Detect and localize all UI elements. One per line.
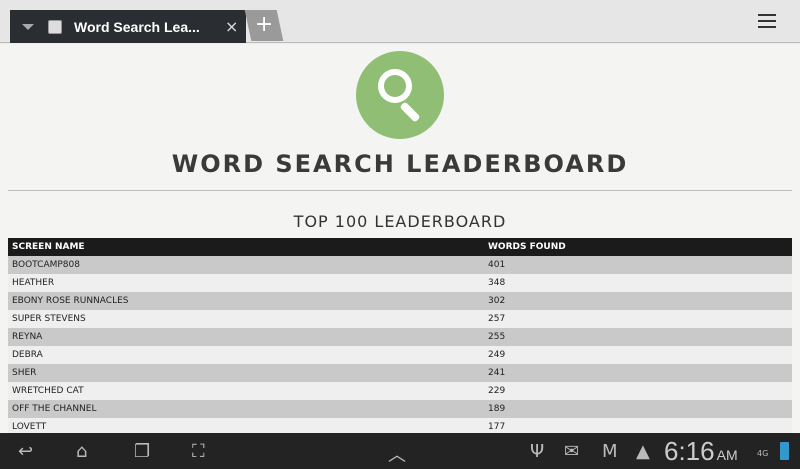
gmail-icon: M — [602, 441, 618, 462]
signal-4g-icon: 4G — [757, 449, 769, 458]
plus-icon: + — [254, 12, 274, 37]
screen-name-cell: LOVETT — [8, 418, 484, 433]
back-icon[interactable]: ↩ — [18, 441, 34, 462]
leaderboard-subtitle: TOP 100 LEADERBOARD — [293, 212, 507, 231]
clock: 6:16 AM — [664, 436, 738, 467]
system-nav-bar: ↩ ⌂ ❐ ⛶ ︿ Ψ ✉ M ▲ 6:16 AM 4G — [0, 433, 800, 469]
screen-name-cell: SUPER STEVENS — [8, 310, 484, 328]
table-row: LOVETT 177 — [8, 418, 792, 433]
divider — [8, 190, 792, 191]
words-found-cell: 249 — [484, 346, 792, 364]
chevron-up-icon[interactable]: ︿ — [388, 445, 406, 466]
table-row: EBONY ROSE RUNNACLES 302 — [8, 292, 792, 310]
screen-name-cell: HEATHER — [8, 274, 484, 292]
screen-name-cell: EBONY ROSE RUNNACLES — [8, 292, 484, 310]
words-found-cell: 177 — [484, 418, 792, 433]
words-found-cell: 401 — [484, 256, 792, 274]
words-found-cell: 302 — [484, 292, 792, 310]
new-tab-button[interactable]: + — [244, 10, 284, 41]
screen-name-cell: WRETCHED CAT — [8, 382, 484, 400]
email-icon: ✉ — [564, 441, 580, 462]
words-found-cell: 348 — [484, 274, 792, 292]
column-words-found: WORDS FOUND — [484, 238, 792, 256]
browser-tab[interactable]: Word Search Lea... × — [10, 10, 246, 43]
recent-apps-icon[interactable]: ❐ — [134, 441, 151, 462]
usb-icon: Ψ — [530, 441, 545, 462]
battery-icon — [780, 442, 789, 460]
screen-name-cell: DEBRA — [8, 346, 484, 364]
table-row: BOOTCAMP808 401 — [8, 256, 792, 274]
web-page: WORD SEARCH LEADERBOARD TOP 100 LEADERBO… — [0, 44, 800, 433]
leaderboard-table: SCREEN NAME WORDS FOUND BOOTCAMP808 401 HE… — [8, 238, 792, 433]
favicon-icon — [48, 19, 62, 34]
page-title: WORD SEARCH LEADERBOARD — [171, 150, 629, 178]
table-row: WRETCHED CAT 229 — [8, 382, 792, 400]
menu-icon[interactable] — [758, 14, 776, 32]
clock-time: 6:16 — [664, 436, 715, 466]
home-icon[interactable]: ⌂ — [76, 441, 88, 462]
tab-dropdown-icon[interactable] — [22, 23, 34, 30]
words-found-cell: 229 — [484, 382, 792, 400]
words-found-cell: 257 — [484, 310, 792, 328]
tab-title: Word Search Lea... — [74, 18, 200, 35]
table-row: SUPER STEVENS 257 — [8, 310, 792, 328]
screen-name-cell: BOOTCAMP808 — [8, 256, 484, 274]
words-found-cell: 189 — [484, 400, 792, 418]
screen-name-cell: OFF THE CHANNEL — [8, 400, 484, 418]
words-found-cell: 255 — [484, 328, 792, 346]
column-screen-name: SCREEN NAME — [8, 238, 484, 256]
tab-bar: Word Search Lea... × + — [0, 0, 800, 43]
screen-name-cell: SHER — [8, 364, 484, 382]
table-row: DEBRA 249 — [8, 346, 792, 364]
close-tab-icon[interactable]: × — [225, 17, 239, 36]
table-row: OFF THE CHANNEL 189 — [8, 400, 792, 418]
clock-ampm: AM — [716, 447, 738, 463]
screen-name-cell: REYNA — [8, 328, 484, 346]
warning-icon: ▲ — [636, 441, 650, 462]
table-row: HEATHER 348 — [8, 274, 792, 292]
screenshot-icon[interactable]: ⛶ — [192, 441, 205, 462]
words-found-cell: 241 — [484, 364, 792, 382]
search-logo-icon — [356, 51, 444, 139]
table-row: SHER 241 — [8, 364, 792, 382]
table-row: REYNA 255 — [8, 328, 792, 346]
table-header: SCREEN NAME WORDS FOUND — [8, 238, 792, 256]
